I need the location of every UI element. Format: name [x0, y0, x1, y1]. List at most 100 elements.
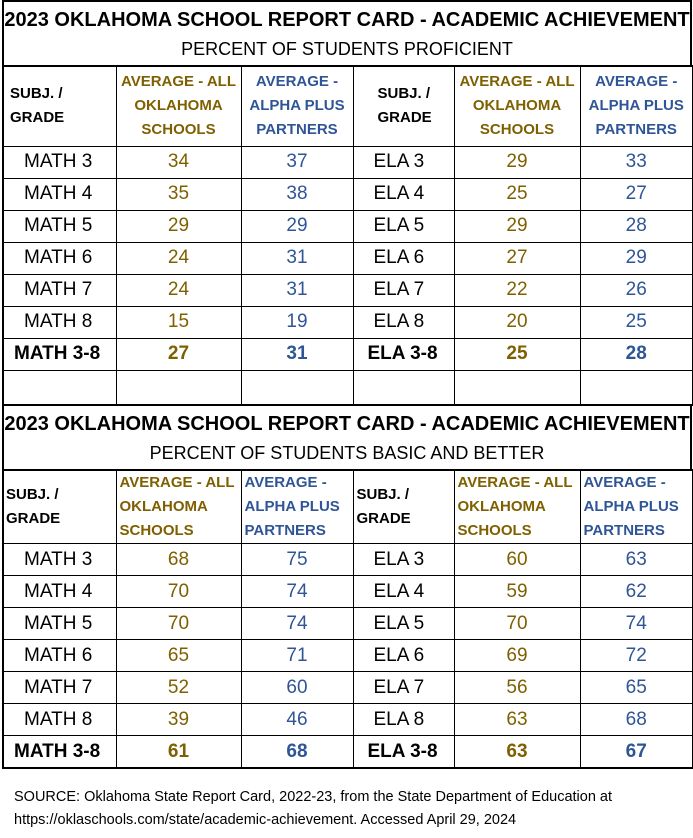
- header-avg-all-math: AVERAGE - ALL OKLAHOMA SCHOOLS: [115, 65, 242, 147]
- math-total-avg-all: 27: [115, 337, 242, 371]
- header-subject-math: SUBJ. / GRADE: [2, 469, 117, 544]
- ela-avg-alpha: 33: [579, 145, 693, 179]
- math-avg-alpha: 29: [240, 209, 354, 243]
- table-row: MATH 4 35 38 ELA 4 25 27: [2, 177, 693, 211]
- report-title: 2023 OKLAHOMA SCHOOL REPORT CARD - ACADE…: [4, 413, 690, 435]
- math-avg-alpha: 46: [240, 703, 354, 736]
- spacer-row: [2, 369, 693, 405]
- ela-grade-label: ELA 4: [352, 177, 455, 211]
- math-grade-label: MATH 6: [2, 241, 117, 275]
- math-grade-label: MATH 4: [2, 177, 117, 211]
- ela-grade-label: ELA 8: [352, 703, 455, 736]
- math-grade-label: MATH 5: [2, 209, 117, 243]
- total-row: MATH 3-8 61 68 ELA 3-8 63 67: [2, 735, 693, 769]
- table-row: MATH 4 70 74 ELA 4 59 62: [2, 575, 693, 608]
- math-grade-label: MATH 3: [2, 145, 117, 179]
- ela-grade-label: ELA 7: [352, 273, 455, 307]
- table-row: MATH 7 24 31 ELA 7 22 26: [2, 273, 693, 307]
- math-avg-all: 52: [115, 671, 242, 704]
- math-avg-alpha: 31: [240, 241, 354, 275]
- ela-avg-alpha: 25: [579, 305, 693, 339]
- proficient-table: SUBJ. / GRADE AVERAGE - ALL OKLAHOMA SCH…: [2, 65, 693, 406]
- ela-avg-alpha: 27: [579, 177, 693, 211]
- math-total-label: MATH 3-8: [2, 735, 117, 769]
- report-header: 2023 OKLAHOMA SCHOOL REPORT CARD - ACADE…: [2, 0, 692, 65]
- math-avg-alpha: 71: [240, 639, 354, 672]
- report-subtitle: PERCENT OF STUDENTS BASIC AND BETTER: [149, 443, 545, 463]
- ela-avg-alpha: 68: [579, 703, 693, 736]
- math-grade-label: MATH 4: [2, 575, 117, 608]
- ela-avg-alpha: 63: [579, 543, 693, 576]
- ela-avg-alpha: 26: [579, 273, 693, 307]
- table-row: MATH 8 15 19 ELA 8 20 25: [2, 305, 693, 339]
- ela-avg-all: 70: [453, 607, 581, 640]
- table-header-row: SUBJ. / GRADE AVERAGE - ALL OKLAHOMA SCH…: [2, 469, 693, 544]
- math-grade-label: MATH 5: [2, 607, 117, 640]
- header-avg-all-ela: AVERAGE - ALL OKLAHOMA SCHOOLS: [453, 469, 581, 544]
- ela-total-label: ELA 3-8: [352, 735, 455, 769]
- math-avg-all: 34: [115, 145, 242, 179]
- ela-avg-all: 59: [453, 575, 581, 608]
- ela-avg-all: 29: [453, 145, 581, 179]
- math-total-avg-all: 61: [115, 735, 242, 769]
- table-row: MATH 5 29 29 ELA 5 29 28: [2, 209, 693, 243]
- math-avg-all: 29: [115, 209, 242, 243]
- math-avg-all: 15: [115, 305, 242, 339]
- math-avg-alpha: 60: [240, 671, 354, 704]
- math-grade-label: MATH 3: [2, 543, 117, 576]
- ela-total-avg-all: 63: [453, 735, 581, 769]
- math-avg-alpha: 38: [240, 177, 354, 211]
- table-header-row: SUBJ. / GRADE AVERAGE - ALL OKLAHOMA SCH…: [2, 65, 693, 147]
- math-grade-label: MATH 8: [2, 305, 117, 339]
- math-grade-label: MATH 8: [2, 703, 117, 736]
- ela-avg-all: 27: [453, 241, 581, 275]
- header-subject-ela: SUBJ. / GRADE: [352, 469, 455, 544]
- math-total-avg-alpha: 31: [240, 337, 354, 371]
- ela-total-avg-alpha: 67: [579, 735, 693, 769]
- math-avg-all: 68: [115, 543, 242, 576]
- ela-avg-all: 60: [453, 543, 581, 576]
- table-row: MATH 6 24 31 ELA 6 27 29: [2, 241, 693, 275]
- ela-avg-alpha: 74: [579, 607, 693, 640]
- math-avg-alpha: 19: [240, 305, 354, 339]
- math-grade-label: MATH 7: [2, 671, 117, 704]
- header-avg-alpha-ela: AVERAGE - ALPHA PLUS PARTNERS: [579, 65, 693, 147]
- ela-avg-all: 63: [453, 703, 581, 736]
- ela-grade-label: ELA 3: [352, 543, 455, 576]
- header-avg-alpha-math: AVERAGE - ALPHA PLUS PARTNERS: [240, 469, 354, 544]
- ela-avg-all: 56: [453, 671, 581, 704]
- ela-total-avg-alpha: 28: [579, 337, 693, 371]
- ela-avg-all: 69: [453, 639, 581, 672]
- basic-and-better-table: SUBJ. / GRADE AVERAGE - ALL OKLAHOMA SCH…: [2, 469, 693, 769]
- ela-avg-alpha: 65: [579, 671, 693, 704]
- table-row: MATH 8 39 46 ELA 8 63 68: [2, 703, 693, 736]
- ela-grade-label: ELA 5: [352, 607, 455, 640]
- table-row: MATH 7 52 60 ELA 7 56 65: [2, 671, 693, 704]
- ela-total-avg-all: 25: [453, 337, 581, 371]
- math-avg-all: 24: [115, 241, 242, 275]
- math-avg-alpha: 74: [240, 575, 354, 608]
- header-avg-all-math: AVERAGE - ALL OKLAHOMA SCHOOLS: [115, 469, 242, 544]
- report-header: 2023 OKLAHOMA SCHOOL REPORT CARD - ACADE…: [2, 404, 692, 469]
- report-proficient: 2023 OKLAHOMA SCHOOL REPORT CARD - ACADE…: [2, 0, 693, 406]
- ela-avg-all: 29: [453, 209, 581, 243]
- header-avg-all-ela: AVERAGE - ALL OKLAHOMA SCHOOLS: [453, 65, 581, 147]
- math-avg-all: 24: [115, 273, 242, 307]
- math-avg-all: 39: [115, 703, 242, 736]
- ela-avg-alpha: 72: [579, 639, 693, 672]
- report-title: 2023 OKLAHOMA SCHOOL REPORT CARD - ACADE…: [4, 9, 690, 31]
- table-row: MATH 3 34 37 ELA 3 29 33: [2, 145, 693, 179]
- header-avg-alpha-ela: AVERAGE - ALPHA PLUS PARTNERS: [579, 469, 693, 544]
- ela-grade-label: ELA 3: [352, 145, 455, 179]
- math-grade-label: MATH 6: [2, 639, 117, 672]
- ela-avg-all: 20: [453, 305, 581, 339]
- ela-avg-alpha: 28: [579, 209, 693, 243]
- ela-avg-alpha: 62: [579, 575, 693, 608]
- header-avg-alpha-math: AVERAGE - ALPHA PLUS PARTNERS: [240, 65, 354, 147]
- ela-grade-label: ELA 7: [352, 671, 455, 704]
- math-avg-alpha: 74: [240, 607, 354, 640]
- header-subject-math: SUBJ. / GRADE: [2, 65, 117, 147]
- math-avg-alpha: 75: [240, 543, 354, 576]
- math-avg-alpha: 37: [240, 145, 354, 179]
- math-total-avg-alpha: 68: [240, 735, 354, 769]
